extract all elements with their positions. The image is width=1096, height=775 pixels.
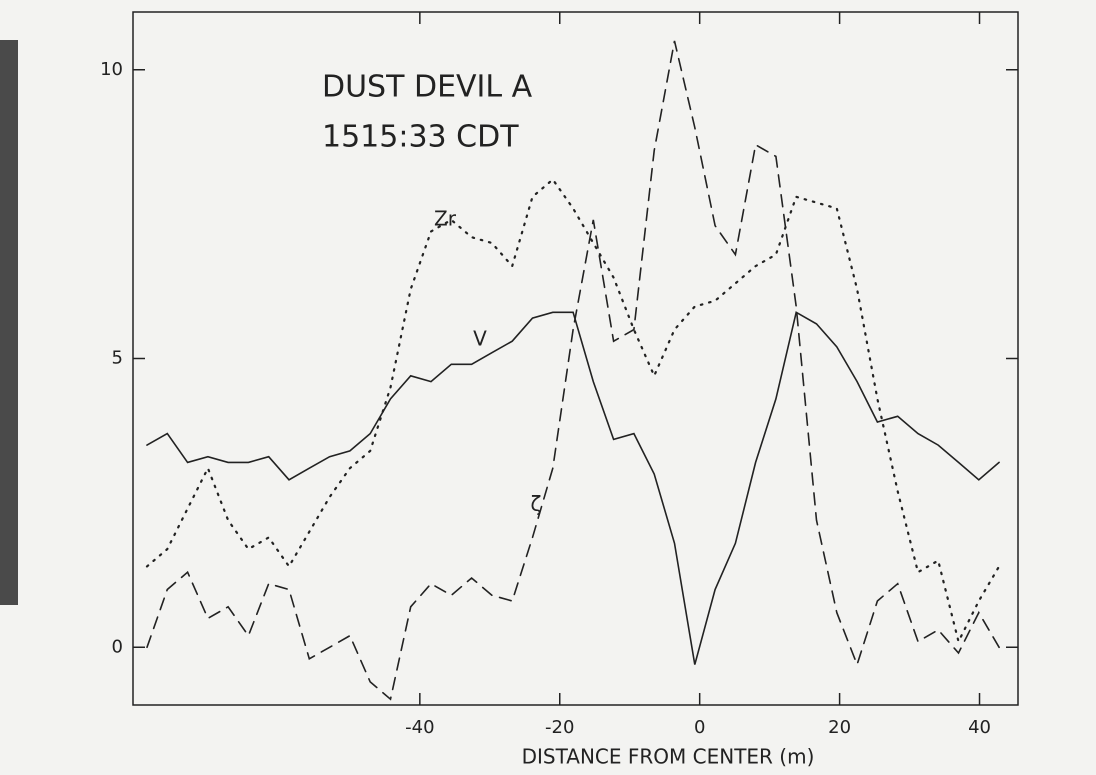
series-label: Zr [434, 207, 457, 231]
annotation: DUST DEVIL A [322, 70, 533, 105]
scan-edge [0, 40, 18, 605]
x-tick-label: -20 [545, 717, 574, 738]
y-tick-label: 0 [112, 636, 123, 657]
y-tick-label: 5 [112, 348, 123, 369]
series-line [146, 40, 1000, 701]
annotation: 1515:33 CDT [322, 120, 519, 155]
x-tick-label: -40 [405, 717, 434, 738]
series-label: V [473, 327, 487, 351]
series-line [146, 311, 1000, 665]
x-axis-label: DISTANCE FROM CENTER (m) [522, 745, 815, 769]
x-tick-label: 20 [828, 717, 851, 738]
y-tick-label: 10 [100, 59, 123, 80]
x-tick-label: 0 [694, 717, 705, 738]
series-label: ζ [531, 492, 542, 516]
x-tick-label: 40 [968, 717, 991, 738]
